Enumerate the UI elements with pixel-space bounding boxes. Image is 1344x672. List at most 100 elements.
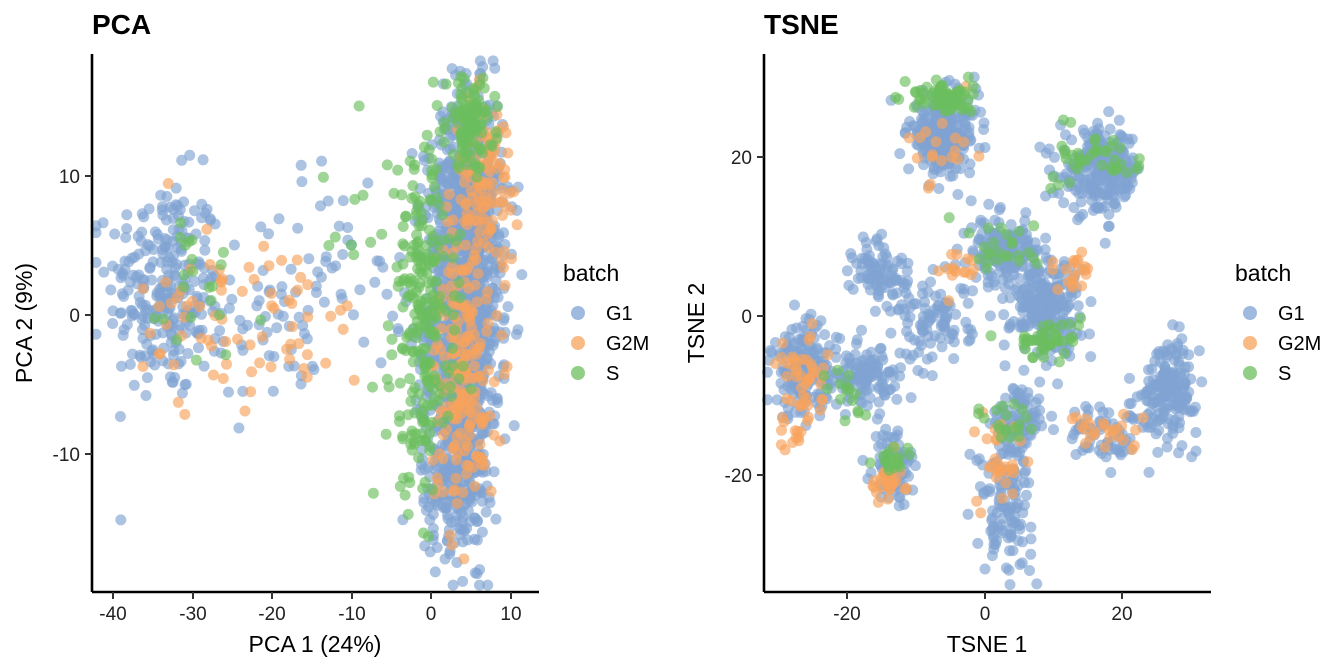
tsne-point-g1: [1179, 377, 1191, 389]
pca-point-s: [183, 236, 195, 248]
pca-point-g1: [115, 514, 127, 526]
pca-point-s: [397, 342, 409, 354]
tsne-point-g2m: [933, 265, 944, 277]
pca-point-g2m: [195, 332, 207, 344]
tsne-point-g2m: [776, 412, 788, 424]
pca-point-g2m: [450, 454, 462, 466]
pca-title: PCA: [92, 9, 151, 40]
pca-point-g1: [223, 302, 235, 314]
pca-point-g1: [277, 310, 289, 322]
pca-point-g2m: [468, 360, 480, 372]
tsne-point-g1: [1159, 375, 1171, 387]
pca-point-g2m: [488, 429, 500, 441]
pca-point-g2m: [481, 179, 493, 191]
pca-point-g1: [342, 222, 354, 233]
pca-point-s: [203, 281, 215, 293]
pca-point-g1: [226, 293, 238, 305]
tsne-point-s: [821, 383, 833, 395]
pca-point-s: [447, 252, 459, 264]
tsne-point-g2m: [872, 496, 884, 508]
tsne-point-s: [1115, 158, 1127, 170]
pca-point-g1: [149, 359, 161, 371]
pca-point-s: [410, 428, 422, 440]
tsne-point-s: [963, 227, 975, 239]
tsne-point-g1: [1160, 366, 1172, 378]
tsne-point-g2m: [802, 415, 813, 427]
tsne-point-g1: [1165, 343, 1177, 355]
pca-point-g1: [474, 579, 485, 591]
pca-point-g1: [472, 515, 484, 527]
tsne-point-s: [1089, 145, 1101, 157]
pca-point-g1: [206, 271, 218, 283]
pca-point-g1: [163, 252, 175, 264]
tsne-point-g1: [1103, 220, 1115, 232]
pca-point-g1: [354, 284, 366, 296]
pca-point-g1: [381, 288, 393, 300]
pca-point-s: [439, 122, 451, 134]
tsne-point-g1: [771, 394, 783, 406]
tsne-point-g1: [793, 333, 805, 345]
tsne-point-s: [1107, 134, 1119, 146]
tsne-point-s: [984, 247, 996, 259]
pca-point-g1: [97, 217, 109, 229]
pca-point-s: [367, 487, 379, 499]
pca-point-s: [388, 187, 400, 199]
pca-point-s: [399, 489, 411, 501]
tsne-point-g1: [1152, 446, 1164, 458]
pca-point-g1: [119, 263, 131, 275]
pca-point-g1: [214, 325, 226, 337]
pca-point-s: [428, 329, 440, 341]
pca-point-g2m: [248, 273, 260, 285]
pca-point-g2m: [455, 385, 467, 396]
tsne-point-s: [1038, 351, 1050, 363]
pca-point-g2m: [160, 276, 172, 288]
tsne-point-g2m: [884, 482, 896, 494]
pca-point-g2m: [496, 255, 508, 267]
pca-point-g2m: [437, 453, 449, 465]
pca-point-g1: [184, 149, 196, 161]
pca-point-g2m: [268, 302, 280, 314]
pca-point-s: [471, 171, 483, 183]
pca-point-s: [412, 345, 424, 357]
tsne-point-s: [933, 88, 945, 100]
pca-point-g1: [392, 323, 404, 335]
tsne-point-g2m: [776, 424, 787, 436]
pca-point-g1: [126, 310, 138, 322]
tsne-point-g1: [1146, 363, 1158, 375]
tsne-point-s: [1064, 177, 1075, 189]
pca-point-s: [442, 410, 454, 422]
pca-point-g1: [124, 358, 136, 370]
tsne-point-g1: [1086, 195, 1098, 207]
pca-point-s: [255, 314, 267, 326]
pca-point-g2m: [451, 497, 463, 509]
pca-point-g1: [182, 348, 194, 359]
tsne-point-s: [945, 90, 957, 102]
tsne-point-g1: [856, 324, 867, 336]
pca-point-s: [414, 252, 426, 264]
tsne-point-g1: [1043, 143, 1055, 155]
tsne-point-g2m: [1130, 424, 1142, 436]
tsne-point-s: [1020, 412, 1032, 424]
pca-y-tick-label: 0: [69, 306, 80, 327]
tsne-point-g1: [885, 327, 897, 339]
pca-point-s: [217, 246, 229, 258]
pca-point-g1: [121, 209, 133, 221]
pca-point-g2m: [465, 185, 477, 197]
pca-point-g1: [358, 336, 370, 348]
tsne-point-g1: [986, 550, 998, 562]
pca-point-g1: [330, 260, 342, 272]
pca-point-g1: [233, 422, 245, 434]
tsne-point-g1: [993, 204, 1005, 216]
tsne-point-g1: [998, 339, 1010, 351]
pca-point-g1: [228, 239, 240, 251]
pca-point-g2m: [461, 208, 473, 220]
tsne-point-g1: [978, 124, 990, 135]
tsne-point-g1: [1085, 351, 1097, 363]
tsne-point-s: [995, 431, 1007, 443]
pca-point-g2m: [467, 461, 479, 473]
pca-x-tick-label: 10: [500, 604, 521, 625]
tsne-point-g2m: [1022, 456, 1034, 468]
pca-point-g2m: [221, 358, 232, 370]
pca-point-g2m: [201, 223, 213, 235]
pca-point-g2m: [325, 310, 337, 322]
